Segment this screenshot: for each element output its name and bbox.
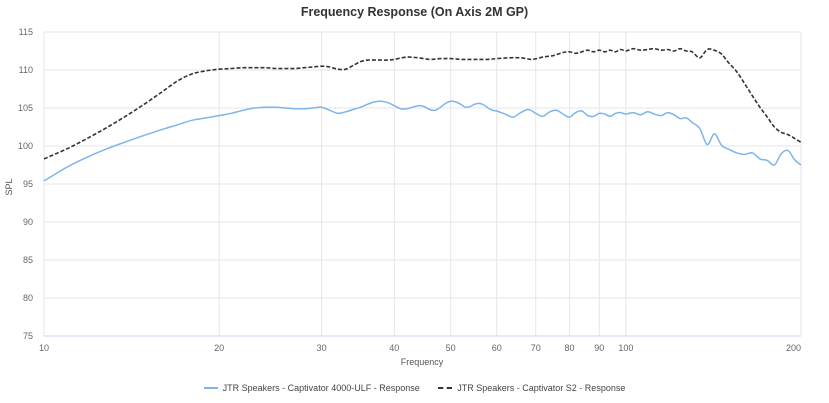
y-tick-label: 80 (23, 293, 33, 303)
grid-lines (43, 31, 802, 337)
x-tick-label: 50 (446, 343, 456, 353)
series-line-captivator-s2 (43, 47, 802, 160)
legend-label: JTR Speakers - Captivator S2 - Response (457, 383, 626, 393)
y-tick-label: 105 (18, 103, 33, 113)
y-tick-label: 75 (23, 331, 33, 341)
x-tick-label: 70 (531, 343, 541, 353)
y-tick-label: 115 (19, 27, 33, 37)
y-tick-label: 100 (18, 141, 33, 151)
legend-item-captivator-4000-ulf[interactable]: JTR Speakers - Captivator 4000-ULF - Res… (203, 383, 420, 393)
x-tick-label: 100 (618, 343, 633, 353)
x-tick-label: 40 (389, 343, 399, 353)
y-tick-label: 90 (23, 217, 33, 227)
y-tick-label: 110 (19, 65, 33, 75)
chart-title: Frequency Response (On Axis 2M GP) (300, 5, 529, 19)
legend-swatch-dashed (438, 387, 453, 389)
x-tick-label: 30 (317, 343, 327, 353)
y-tick-label: 95 (23, 179, 33, 189)
x-tick-label: 200 (786, 343, 801, 353)
legend: JTR Speakers - Captivator 4000-ULF - Res… (0, 381, 829, 393)
y-axis-title: SPL (4, 178, 14, 195)
x-axis-title: Frequency (401, 357, 444, 367)
x-tick-label: 20 (214, 343, 224, 353)
legend-swatch-solid (203, 387, 218, 389)
y-axis-ticks: 75 80 85 90 95 100 105 110 115 (18, 27, 33, 341)
x-tick-label: 90 (594, 343, 604, 353)
series-line-captivator-4000-ulf (43, 100, 802, 182)
legend-label: JTR Speakers - Captivator 4000-ULF - Res… (222, 383, 420, 393)
x-tick-label: 10 (39, 343, 49, 353)
legend-item-captivator-s2[interactable]: JTR Speakers - Captivator S2 - Response (438, 383, 625, 393)
x-axis-ticks: 10 20 30 40 50 60 70 80 90 100 200 (39, 343, 801, 353)
x-tick-label: 80 (564, 343, 574, 353)
y-tick-label: 85 (23, 255, 33, 265)
series-group (43, 47, 802, 182)
x-tick-label: 60 (492, 343, 502, 353)
